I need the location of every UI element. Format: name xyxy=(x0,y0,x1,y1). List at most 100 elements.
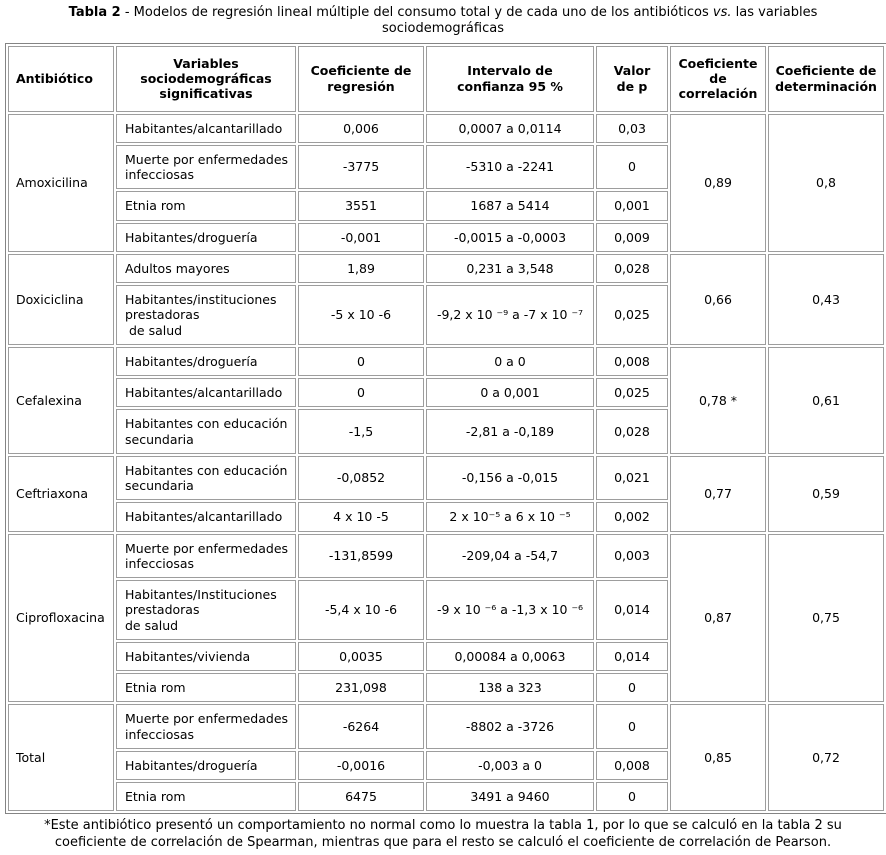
p-value-cell: 0 xyxy=(596,704,668,749)
coefficient-cell: 6475 xyxy=(298,782,424,812)
table-number-label: Tabla 2 xyxy=(68,5,121,20)
determination-cell: 0,75 xyxy=(768,533,884,703)
table-row: Habitantes/Instituciones prestadoras de … xyxy=(8,580,884,640)
determination-cell: 0,8 xyxy=(768,113,884,252)
ci-cell: -9,2 x 10 ⁻⁹ a -7 x 10 ⁻⁷ xyxy=(426,285,594,345)
coefficient-cell: 1,89 xyxy=(298,253,424,283)
ci-cell: 1687 a 5414 xyxy=(426,191,594,221)
p-value-cell: 0,014 xyxy=(596,641,668,671)
ci-cell: 0 a 0,001 xyxy=(426,378,594,408)
variable-cell: Habitantes con educación secundaria xyxy=(116,409,296,454)
correlation-cell: 0,77 xyxy=(670,455,766,532)
p-value-cell: 0,03 xyxy=(596,113,668,143)
variable-cell: Etnia rom xyxy=(116,191,296,221)
ci-cell: 0,0007 a 0,0114 xyxy=(426,113,594,143)
variable-cell: Etnia rom xyxy=(116,673,296,703)
regression-table: Antibiótico Variables sociodemográficas … xyxy=(5,42,886,815)
p-value-cell: 0,001 xyxy=(596,191,668,221)
table-row: Habitantes/alcantarillado 0 0 a 0,001 0,… xyxy=(8,378,884,408)
table-row: Etnia rom 231,098 138 a 323 0 xyxy=(8,673,884,703)
page-title: Tabla 2 - Modelos de regresión lineal mú… xyxy=(28,5,858,38)
variable-cell: Habitantes/alcantarillado xyxy=(116,502,296,532)
determination-cell: 0,59 xyxy=(768,455,884,532)
footnote: *Este antibiótico presentó un comportami… xyxy=(44,818,842,851)
table-row: Habitantes/instituciones prestadoras de … xyxy=(8,285,884,345)
correlation-cell: 0,85 xyxy=(670,704,766,812)
ci-cell: -8802 a -3726 xyxy=(426,704,594,749)
title-text-2: las variables sociodemográficas xyxy=(382,5,818,37)
title-vs: vs. xyxy=(712,5,732,20)
p-value-cell: 0,025 xyxy=(596,285,668,345)
variable-cell: Muerte por enfermedades infecciosas xyxy=(116,144,296,190)
antibiotic-cell: Cefalexina xyxy=(8,346,114,454)
coefficient-cell: -6264 xyxy=(298,704,424,749)
variable-cell: Habitantes/instituciones prestadoras de … xyxy=(116,285,296,345)
variable-cell: Habitantes/vivienda xyxy=(116,641,296,671)
coefficient-cell: -0,0016 xyxy=(298,750,424,780)
ci-cell: 0,231 a 3,548 xyxy=(426,253,594,283)
coefficient-cell: -5,4 x 10 -6 xyxy=(298,580,424,640)
antibiotic-cell: Doxiciclina xyxy=(8,253,114,345)
p-value-cell: 0,028 xyxy=(596,409,668,454)
coefficient-cell: -131,8599 xyxy=(298,533,424,578)
table-row: Cefalexina Habitantes/droguería 0 0 a 0 … xyxy=(8,346,884,454)
ci-cell: -9 x 10 ⁻⁶ a -1,3 x 10 ⁻⁶ xyxy=(426,580,594,640)
antibiotic-cell: Ciprofloxacina xyxy=(8,533,114,703)
ci-cell: -0,0015 a -0,0003 xyxy=(426,222,594,252)
ci-cell: -0,003 a 0 xyxy=(426,750,594,780)
coefficient-cell: 0 xyxy=(298,378,424,408)
ci-cell: 2 x 10⁻⁵ a 6 x 10 ⁻⁵ xyxy=(426,502,594,532)
ci-cell: 3491 a 9460 xyxy=(426,782,594,812)
determination-cell: 0,61 xyxy=(768,346,884,454)
determination-cell: 0,72 xyxy=(768,704,884,812)
variable-cell: Habitantes con educación secundaria xyxy=(116,455,296,501)
col-header-confidence-interval: Intervalo de confianza 95 % xyxy=(426,45,594,112)
col-header-determination: Coeficiente de determinación xyxy=(768,45,884,112)
correlation-cell: 0,78 * xyxy=(670,346,766,454)
p-value-cell: 0,009 xyxy=(596,222,668,252)
variable-cell: Habitantes/droguería xyxy=(116,750,296,780)
p-value-cell: 0,002 xyxy=(596,502,668,532)
coefficient-cell: -1,5 xyxy=(298,409,424,454)
table-row: Amoxicilina Habitantes/alcantarillado 0,… xyxy=(8,113,884,252)
p-value-cell: 0,028 xyxy=(596,253,668,283)
variable-cell: Adultos mayores xyxy=(116,253,296,283)
variable-cell: Muerte por enfermedades infecciosas xyxy=(116,533,296,578)
ci-cell: -209,04 a -54,7 xyxy=(426,533,594,578)
p-value-cell: 0,008 xyxy=(596,750,668,780)
correlation-cell: 0,87 xyxy=(670,533,766,703)
table-row: Ceftriaxona Habitantes con educación sec… xyxy=(8,455,884,532)
table-row: Total Muerte por enfermedades infecciosa… xyxy=(8,704,884,812)
header-row: Antibiótico Variables sociodemográficas … xyxy=(8,45,884,112)
table-row: Ciprofloxacina Muerte por enfermedades i… xyxy=(8,533,884,703)
p-value-cell: 0,025 xyxy=(596,378,668,408)
variable-cell: Habitantes/droguería xyxy=(116,222,296,252)
variable-cell: Etnia rom xyxy=(116,782,296,812)
antibiotic-cell: Total xyxy=(8,704,114,812)
correlation-cell: 0,89 xyxy=(670,113,766,252)
ci-cell: -5310 a -2241 xyxy=(426,144,594,190)
p-value-cell: 0 xyxy=(596,144,668,190)
variable-cell: Habitantes/Instituciones prestadoras de … xyxy=(116,580,296,640)
variable-cell: Habitantes/alcantarillado xyxy=(116,113,296,143)
col-header-correlation: Coeficiente de correlación xyxy=(670,45,766,112)
ci-cell: 138 a 323 xyxy=(426,673,594,703)
variable-cell: Muerte por enfermedades infecciosas xyxy=(116,704,296,749)
ci-cell: -2,81 a -0,189 xyxy=(426,409,594,454)
coefficient-cell: 0 xyxy=(298,346,424,376)
col-header-regression-coefficient: Coeficiente de regresión xyxy=(298,45,424,112)
p-value-cell: 0,014 xyxy=(596,580,668,640)
ci-cell: 0 a 0 xyxy=(426,346,594,376)
antibiotic-cell: Ceftriaxona xyxy=(8,455,114,532)
coefficient-cell: 3551 xyxy=(298,191,424,221)
coefficient-cell: -0,001 xyxy=(298,222,424,252)
variable-cell: Habitantes/alcantarillado xyxy=(116,378,296,408)
coefficient-cell: 0,006 xyxy=(298,113,424,143)
ci-cell: -0,156 a -0,015 xyxy=(426,455,594,501)
table-row: Habitantes/vivienda 0,0035 0,00084 a 0,0… xyxy=(8,641,884,671)
col-header-variables: Variables sociodemográficas significativ… xyxy=(116,45,296,112)
coefficient-cell: 231,098 xyxy=(298,673,424,703)
coefficient-cell: 4 x 10 -5 xyxy=(298,502,424,532)
coefficient-cell: -5 x 10 -6 xyxy=(298,285,424,345)
